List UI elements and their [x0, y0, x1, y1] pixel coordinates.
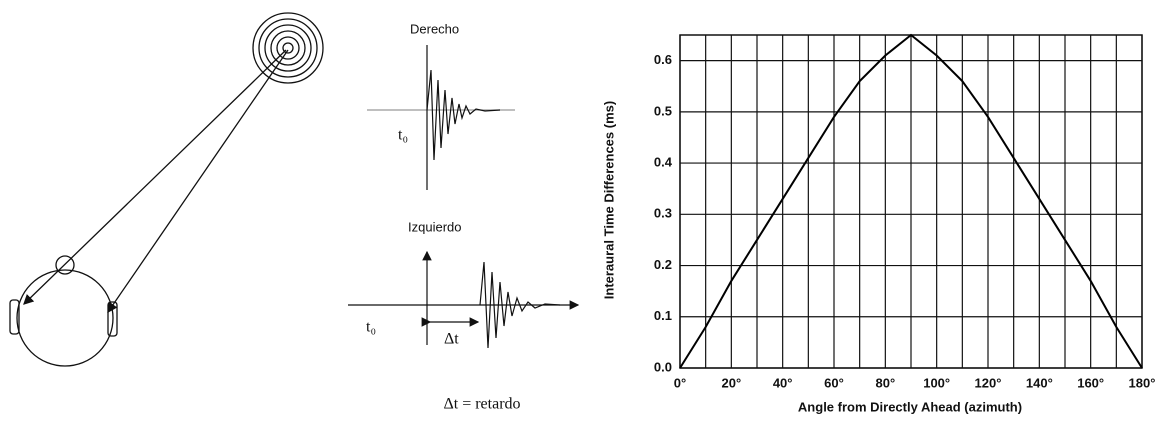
y-tick-label: 0.4 [654, 155, 673, 170]
x-tick-label: 120° [975, 375, 1002, 390]
left-label: Izquierdo [408, 219, 461, 234]
caption: Δt = retardo [443, 396, 520, 413]
y-tick-label: 0.3 [654, 206, 672, 221]
head-diagram [9, 12, 324, 367]
x-axis-title: Angle from Directly Ahead (azimuth) [798, 399, 1022, 414]
y-tick-label: 0.1 [654, 308, 672, 323]
waveforms [348, 45, 580, 349]
y-tick-label: 0.0 [654, 359, 672, 374]
x-tick-label: 160° [1077, 375, 1104, 390]
x-tick-label: 140° [1026, 375, 1053, 390]
right-time: t₀ [398, 127, 408, 144]
x-tick-label: 100° [923, 375, 950, 390]
x-tick-label: 180° [1129, 375, 1156, 390]
left-time: t₀ [366, 319, 376, 336]
y-tick-label: 0.2 [654, 257, 672, 272]
x-tick-label: 40° [773, 375, 793, 390]
data-line [679, 33, 1143, 369]
delay-label: Δt [444, 331, 459, 348]
x-tick-label: 20° [721, 375, 741, 390]
right-label: Derecho [410, 21, 459, 36]
x-tick-label: 0° [674, 375, 686, 390]
x-tick-label: 80° [875, 375, 895, 390]
y-tick-label: 0.6 [654, 52, 672, 67]
y-tick-label: 0.5 [654, 103, 672, 118]
x-tick-label: 60° [824, 375, 844, 390]
y-axis-title: Interaural Time Differences (ms) [601, 101, 616, 299]
